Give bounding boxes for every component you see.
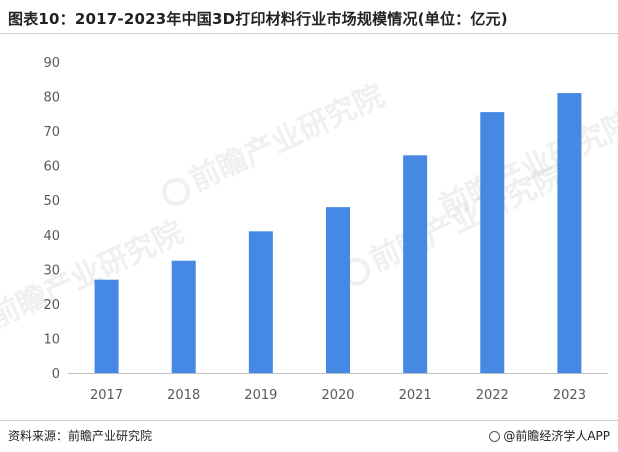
footer-divider: [0, 420, 618, 421]
chart-title: 图表10：2017-2023年中国3D打印材料行业市场规模情况(单位：亿元): [8, 10, 508, 28]
x-tick-label: 2021: [399, 388, 432, 403]
y-tick-label: 80: [43, 91, 60, 106]
y-tick-label: 90: [43, 56, 60, 71]
y-axis-ticks: 0 10 20 30 40 50 60 70 80 90: [43, 56, 60, 382]
brand-icon: [489, 431, 501, 442]
bar-2019: [248, 231, 273, 373]
y-tick-label: 20: [43, 298, 60, 313]
bar-2022: [480, 112, 505, 373]
y-tick-label: 50: [43, 194, 60, 209]
x-tick-label: 2019: [244, 388, 277, 403]
x-tick-label: 2022: [476, 388, 509, 403]
y-tick-label: 30: [43, 263, 60, 278]
title-divider: [0, 33, 618, 34]
y-tick-label: 60: [43, 160, 60, 175]
x-tick-label: 2017: [90, 388, 123, 403]
brand-credit: @前瞻经济学人APP: [489, 427, 610, 444]
x-axis-ticks: 2017 2018 2019 2020 2021 2022 2023: [90, 388, 586, 403]
bar-2023: [557, 93, 582, 373]
y-tick-label: 10: [43, 332, 60, 347]
brand-label: @前瞻经济学人APP: [503, 429, 610, 443]
y-tick-label: 70: [43, 125, 60, 140]
bar-2021: [403, 155, 428, 373]
y-tick-label: 40: [43, 229, 60, 244]
source-note: 资料来源：前瞻产业研究院: [8, 429, 153, 443]
x-tick-label: 2023: [553, 388, 586, 403]
x-tick-label: 2020: [321, 388, 354, 403]
x-tick-label: 2018: [167, 388, 200, 403]
y-tick-label: 0: [52, 367, 60, 382]
bar-2020: [326, 207, 350, 373]
bars: [94, 93, 582, 373]
bar-2018: [171, 260, 196, 373]
bar-2017: [94, 279, 119, 373]
